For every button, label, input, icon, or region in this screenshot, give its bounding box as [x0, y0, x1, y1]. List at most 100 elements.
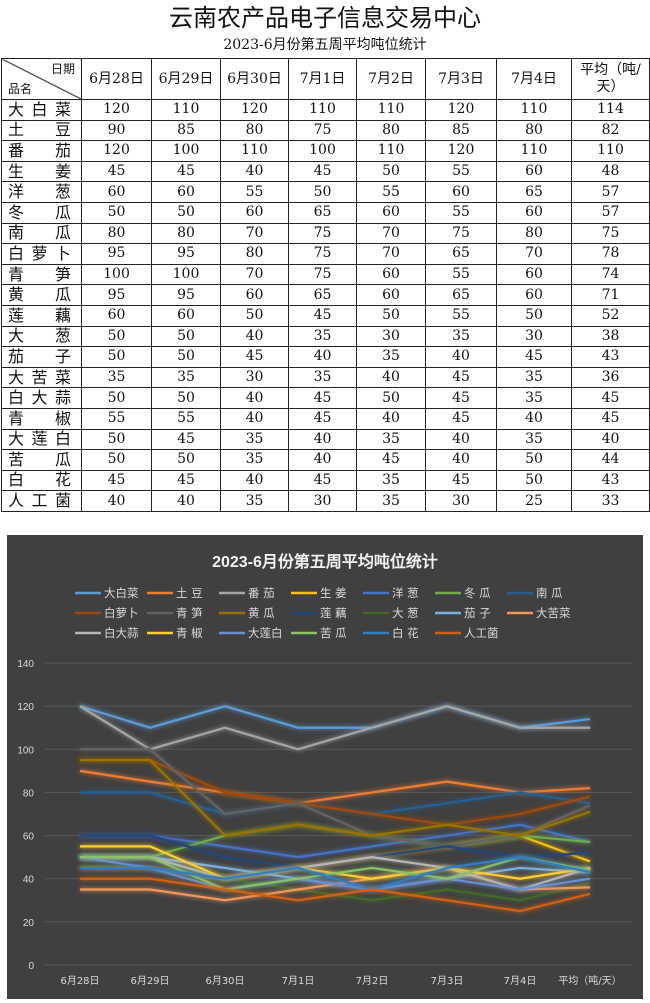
table-row: 白大蒜 50 50 40 45 50 45 35 45 — [1, 387, 650, 409]
product-name: 大苦菜 — [1, 366, 82, 389]
value-cell: 50 — [81, 201, 152, 224]
series-line — [79, 769, 591, 805]
value-cell: 45 — [288, 160, 357, 183]
x-tick-label: 7月2日 — [356, 975, 389, 987]
column-header: 7月2日 — [356, 58, 426, 100]
value-cell: 40 — [288, 428, 357, 451]
column-header: 7月4日 — [496, 58, 572, 100]
value-cell: 40 — [220, 160, 289, 183]
value-cell: 75 — [288, 119, 357, 142]
value-cell: 55 — [425, 304, 497, 327]
value-cell: 45 — [151, 428, 221, 451]
y-tick-label: 60 — [23, 832, 35, 843]
value-cell: 40 — [571, 428, 650, 451]
y-tick-label: 140 — [17, 659, 34, 670]
value-cell: 43 — [571, 346, 650, 368]
value-cell: 65 — [288, 284, 357, 306]
value-cell: 80 — [220, 119, 289, 142]
legend-label: 生 姜 — [320, 586, 347, 600]
value-cell: 30 — [220, 366, 289, 389]
value-cell: 45 — [81, 469, 152, 492]
x-tick-label: 7月3日 — [431, 975, 464, 987]
page-title: 云南农产品电子信息交易中心 — [169, 4, 481, 32]
table-row: 大白菜 120 110 120 110 110 120 110 114 — [1, 99, 650, 121]
value-cell: 45 — [425, 469, 497, 492]
value-cell: 35 — [425, 325, 497, 348]
y-tick-label: 0 — [28, 961, 34, 972]
value-cell: 35 — [220, 428, 289, 451]
value-cell: 50 — [496, 304, 572, 327]
value-cell: 50 — [151, 346, 221, 368]
value-cell: 50 — [151, 325, 221, 348]
table-row: 土豆 90 85 80 75 80 85 80 82 — [1, 119, 650, 142]
value-cell: 80 — [81, 222, 152, 245]
table-row: 苦瓜 50 50 35 40 45 40 50 44 — [1, 449, 650, 471]
legend-label: 冬 瓜 — [464, 586, 491, 600]
series-line — [79, 856, 591, 891]
legend-label: 青 椒 — [176, 626, 203, 640]
x-tick-label: 7月4日 — [504, 975, 537, 987]
product-name: 黄瓜 — [1, 284, 82, 306]
value-cell: 65 — [496, 181, 572, 203]
value-cell: 55 — [356, 181, 426, 203]
legend-label: 大莲白 — [248, 626, 283, 640]
legend-label: 土 豆 — [176, 586, 203, 600]
value-cell: 55 — [151, 407, 221, 430]
value-cell: 40 — [220, 387, 289, 409]
value-cell: 95 — [151, 243, 221, 265]
value-cell: 44 — [571, 449, 650, 471]
product-name: 大葱 — [1, 325, 82, 348]
table-row: 黄瓜 95 95 60 65 60 65 60 71 — [1, 284, 650, 306]
value-cell: 45 — [496, 346, 572, 368]
series-line — [80, 748, 591, 848]
column-header: 6月29日 — [151, 58, 221, 100]
value-cell: 78 — [571, 243, 650, 265]
value-cell: 40 — [425, 428, 497, 451]
x-tick-label: 6月30日 — [205, 975, 244, 987]
value-cell: 48 — [571, 160, 650, 183]
value-cell: 80 — [220, 243, 289, 265]
value-cell: 40 — [220, 407, 289, 430]
value-cell: 55 — [425, 263, 497, 286]
value-cell: 57 — [571, 201, 650, 224]
value-cell: 45 — [571, 407, 650, 430]
table-row: 人工菌 40 40 35 30 35 30 25 33 — [1, 490, 650, 512]
value-cell: 40 — [288, 449, 357, 471]
table-row: 大莲白 50 45 35 40 35 40 35 40 — [1, 428, 650, 451]
value-cell: 45 — [425, 387, 497, 409]
legend-label: 白萝卜 — [104, 606, 139, 620]
value-cell: 45 — [425, 366, 497, 389]
value-cell: 60 — [496, 263, 572, 286]
table-row: 青笋 100 100 70 75 60 55 60 74 — [1, 263, 650, 286]
value-cell: 60 — [151, 304, 221, 327]
value-cell: 90 — [81, 119, 152, 142]
value-cell: 120 — [220, 99, 289, 121]
value-cell: 70 — [356, 222, 426, 245]
value-cell: 50 — [496, 469, 572, 492]
value-cell: 40 — [220, 469, 289, 492]
y-tick-label: 40 — [23, 875, 35, 886]
value-cell: 85 — [425, 119, 497, 142]
value-cell: 40 — [356, 407, 426, 430]
x-tick-label: 6月29日 — [130, 975, 169, 987]
value-cell: 40 — [425, 449, 497, 471]
value-cell: 95 — [81, 284, 152, 306]
table-row: 生姜 45 45 40 45 50 55 60 48 — [1, 160, 650, 183]
legend-label: 番 茄 — [248, 586, 275, 600]
value-cell: 70 — [496, 243, 572, 265]
corner-name-label: 品名 — [8, 82, 33, 96]
column-header: 平均（吨/天） — [571, 58, 650, 100]
value-cell: 50 — [81, 387, 152, 409]
value-cell: 50 — [356, 387, 426, 409]
product-name: 冬瓜 — [1, 201, 82, 224]
value-cell: 95 — [81, 243, 152, 265]
legend-label: 茄 子 — [464, 606, 491, 620]
value-cell: 82 — [571, 119, 650, 142]
value-cell: 120 — [425, 140, 497, 162]
column-header: 7月1日 — [288, 58, 357, 100]
legend-label: 大苦菜 — [536, 606, 571, 620]
product-name: 莲藕 — [1, 304, 82, 327]
series-line — [80, 758, 591, 837]
value-cell: 40 — [220, 325, 289, 348]
value-cell: 40 — [288, 346, 357, 368]
